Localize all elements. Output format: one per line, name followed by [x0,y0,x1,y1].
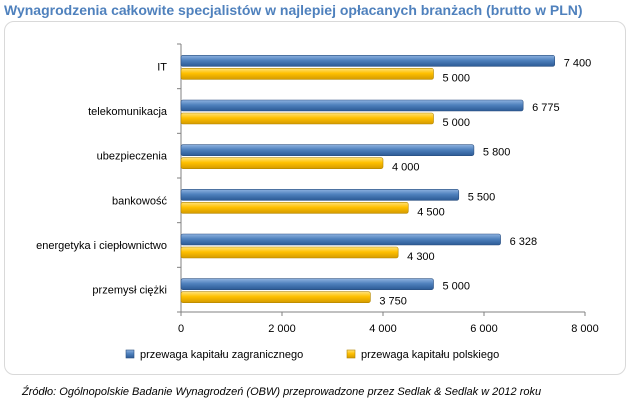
data-label: 6 775 [532,102,560,114]
category-label: IT [157,61,167,73]
bar-polish-capital [180,291,371,303]
category-label: ubezpieczenia [97,151,168,163]
data-label: 4 300 [407,251,435,263]
chart-title: Wynagrodzenia całkowite specjalistów w n… [4,2,583,18]
bar-foreign-capital [180,144,475,156]
bar-chart: 0 2 000 4 000 6 000 8 000 IT 7 400 5 000 telekom… [36,43,599,361]
bar-polish-capital [180,157,384,169]
legend-swatch-polish [346,349,356,359]
data-label: 5 800 [483,147,511,159]
source-note: Źródło: Ogólnopolskie Badanie Wynagrodze… [22,386,542,398]
x-tick-label: 8 000 [571,323,599,335]
legend-swatch-foreign [125,349,135,359]
data-label: 4 500 [417,206,445,218]
data-label: 5 000 [443,281,471,293]
bar-polish-capital [180,112,434,125]
x-tick-label: 2 000 [268,323,296,335]
category-label: energetyka i ciepłownictwo [36,240,167,252]
category-label: telekomunikacja [88,106,168,118]
data-label: 7 400 [564,57,592,69]
x-tick-label: 0 [178,323,184,335]
bar-foreign-capital [180,99,524,112]
legend-label: przewaga kapitału polskiego [361,349,499,361]
bar-foreign-capital [180,278,434,290]
bar-foreign-capital [180,55,556,67]
category-label: przemysł ciężki [92,285,167,297]
x-tick-label: 6 000 [470,323,498,335]
data-label: 3 750 [379,296,407,308]
data-label: 5 000 [443,72,471,84]
bar-polish-capital [180,246,399,259]
bar-foreign-capital [180,233,501,246]
x-tick-label: 4 000 [369,323,397,335]
bar-polish-capital [180,202,409,214]
bar-polish-capital [180,68,434,80]
data-label: 5 000 [443,117,471,129]
data-label: 5 500 [468,191,496,203]
category-label: bankowość [112,195,168,207]
data-label: 6 328 [510,236,538,248]
data-label: 4 000 [392,162,420,174]
legend-label: przewaga kapitału zagranicznego [140,349,303,361]
bar-foreign-capital [180,189,460,201]
